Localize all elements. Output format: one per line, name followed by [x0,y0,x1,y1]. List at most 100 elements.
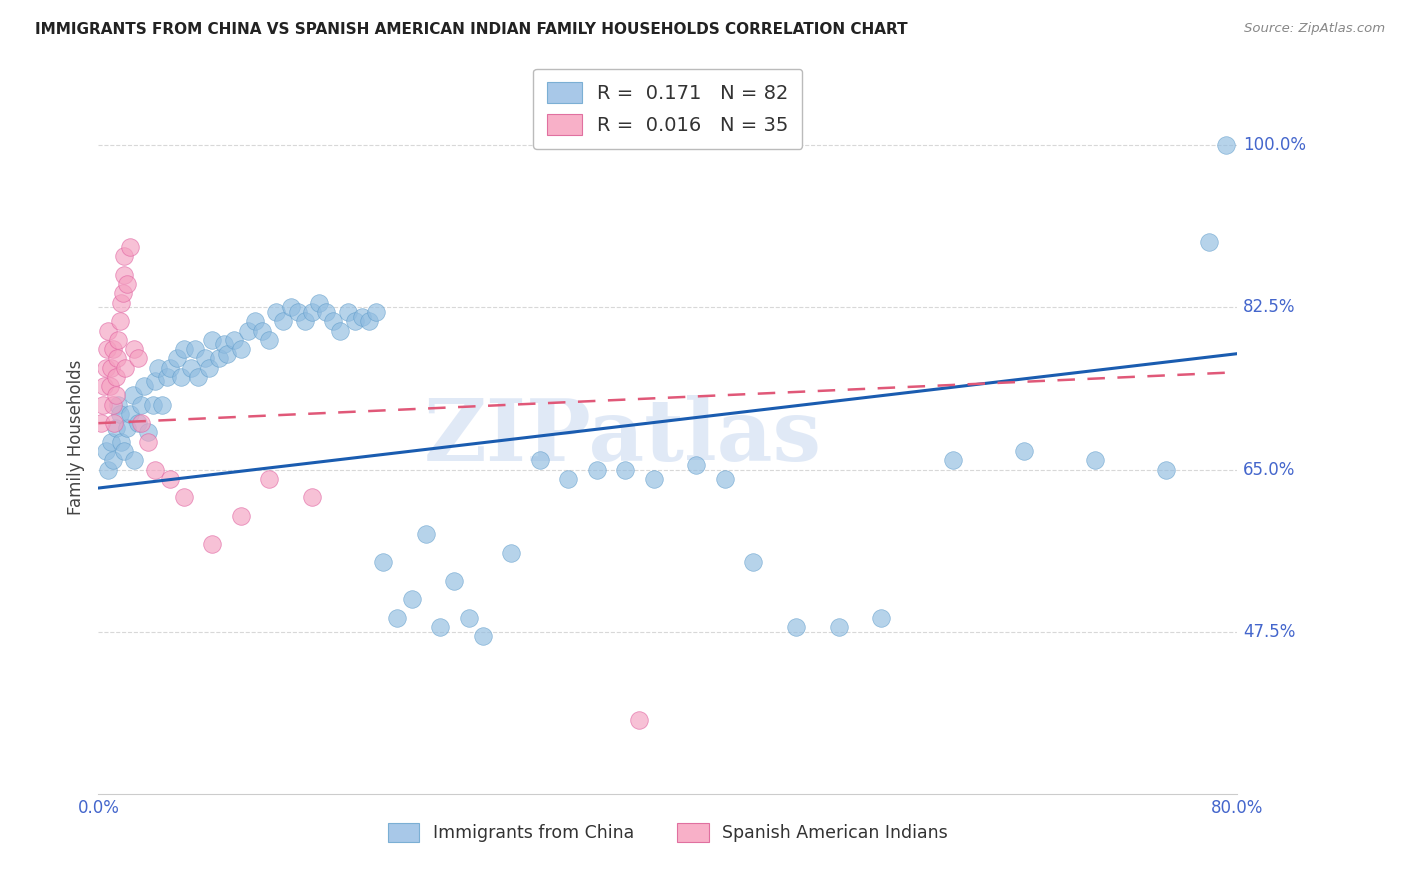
Point [280,301,302,315]
Point [108,314,131,328]
Point [557,472,579,486]
Point [184,342,207,356]
Point [315,305,337,319]
Point [104,388,127,402]
Point [104,421,127,435]
Point [471,629,494,643]
Point [585,462,607,476]
Point [166,351,188,366]
Point [1198,235,1220,250]
Point [373,555,395,569]
Point [132,379,155,393]
Point [159,360,181,375]
Point [266,305,288,319]
Point [1215,138,1237,153]
Text: 82.5%: 82.5% [1243,298,1295,317]
Point [329,324,352,338]
Point [141,398,163,412]
Point [122,342,145,356]
Point [308,295,330,310]
Point [222,333,245,347]
Point [259,333,281,347]
Point [212,337,235,351]
Point [115,421,138,435]
Point [145,375,167,389]
Point [501,546,523,560]
Point [96,342,118,356]
Point [101,342,124,356]
Point [101,453,124,467]
Point [643,472,665,486]
Point [129,416,152,430]
Point [350,310,373,324]
Point [194,351,217,366]
Point [229,508,252,523]
Point [322,314,344,328]
Point [97,324,120,338]
Point [628,713,651,727]
Point [742,555,765,569]
Point [127,351,149,366]
Point [357,314,380,328]
Point [198,360,221,375]
Point [1012,444,1035,458]
Text: 47.5%: 47.5% [1243,623,1295,640]
Point [1154,462,1177,476]
Point [415,527,437,541]
Point [107,398,129,412]
Point [112,268,135,282]
Point [173,491,195,505]
Point [122,453,145,467]
Point [104,369,127,384]
Point [110,434,132,449]
Point [429,620,451,634]
Point [100,434,122,449]
Point [129,398,152,412]
Point [201,333,224,347]
Text: Source: ZipAtlas.com: Source: ZipAtlas.com [1244,22,1385,36]
Point [108,407,131,421]
Point [243,314,266,328]
Point [91,398,114,412]
Point [785,620,807,634]
Point [229,342,252,356]
Text: 65.0%: 65.0% [1243,460,1295,478]
Point [1084,453,1107,467]
Point [159,472,181,486]
Point [180,360,202,375]
Point [529,453,551,467]
Point [273,314,295,328]
Point [870,611,893,625]
Point [145,462,167,476]
Point [97,462,120,476]
Point [401,592,423,607]
Point [100,360,122,375]
Point [112,444,135,458]
Point [93,379,115,393]
Point [685,458,707,472]
Point [114,360,136,375]
Point [136,425,159,440]
Point [105,351,128,366]
Point [136,434,159,449]
Point [121,388,143,402]
Point [364,305,387,319]
Point [187,369,209,384]
Point [301,305,323,319]
Point [101,398,124,412]
Point [614,462,637,476]
Point [156,369,179,384]
Point [127,416,149,430]
Point [94,360,117,375]
Point [110,295,132,310]
Text: 100.0%: 100.0% [1243,136,1306,154]
Point [118,240,141,254]
Point [103,416,125,430]
Point [90,416,112,430]
Point [94,444,117,458]
Point [301,491,323,505]
Point [387,611,409,625]
Point [236,324,259,338]
Point [118,407,141,421]
Point [215,346,238,360]
